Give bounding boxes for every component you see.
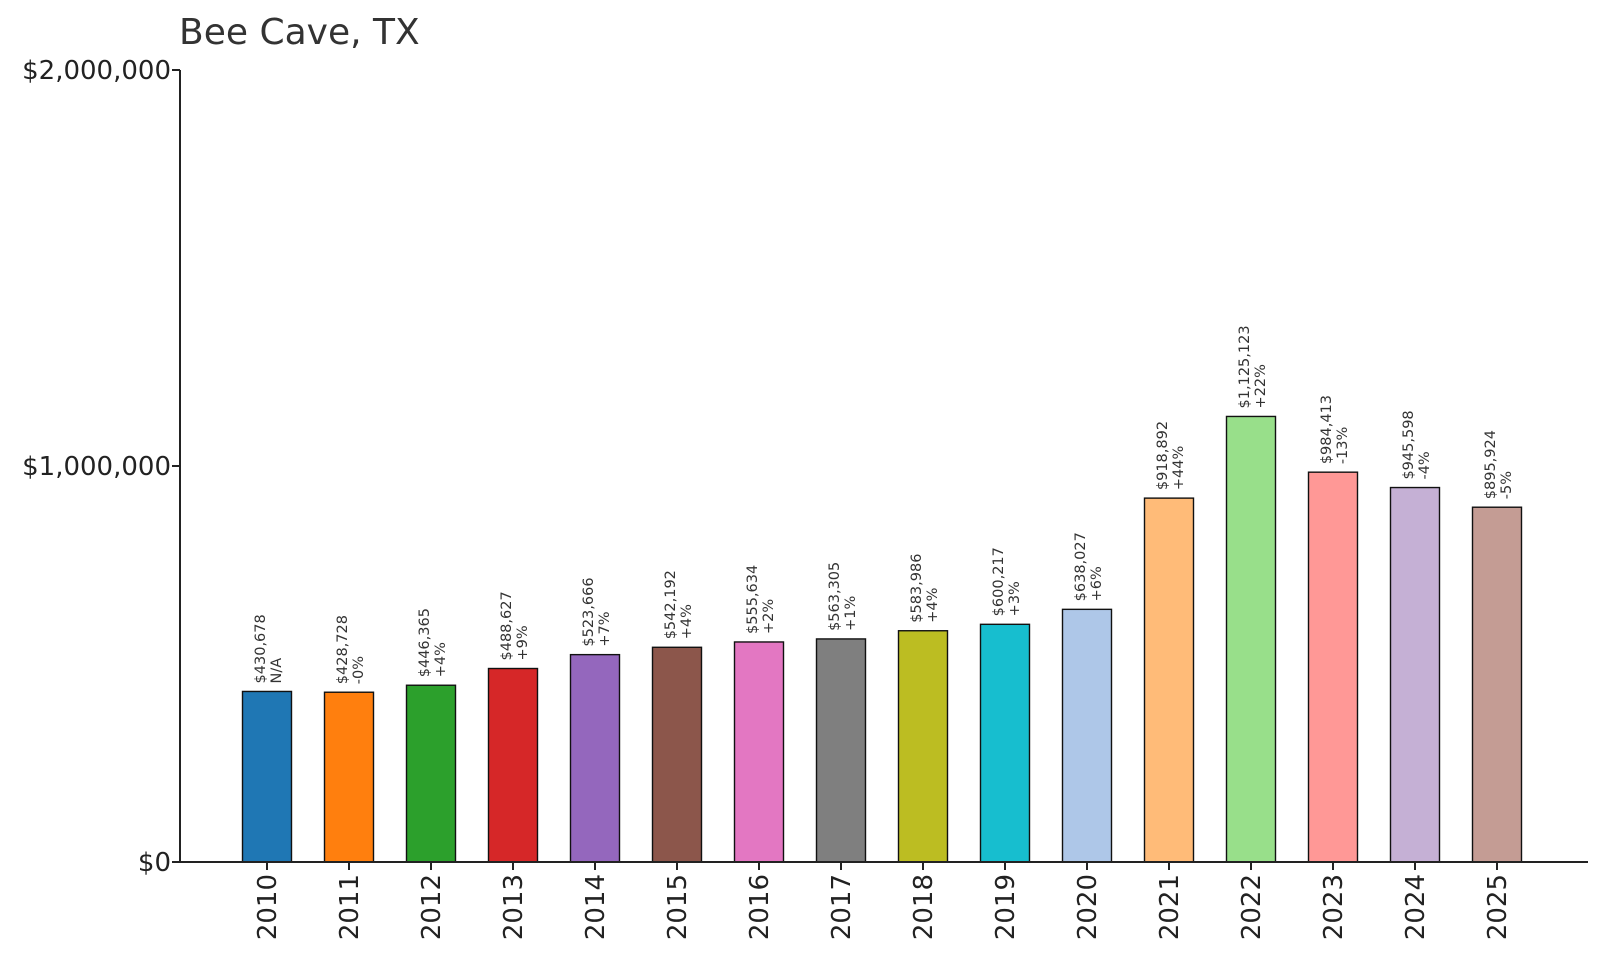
change-label: +2% (761, 599, 777, 634)
bar-2019 (979, 623, 1031, 863)
value-label: $984,413 (1319, 395, 1335, 464)
change-label: +7% (597, 611, 613, 646)
x-tick-label: 2021 (1155, 874, 1185, 940)
change-label: -4% (1417, 451, 1433, 479)
value-label: $555,634 (745, 565, 761, 634)
y-tick-label: $1,000,000 (22, 452, 171, 482)
change-label: +6% (1089, 566, 1105, 601)
change-label: +1% (843, 596, 859, 631)
bar-2013 (487, 667, 539, 863)
bar-2025 (1471, 506, 1523, 863)
change-label: +22% (1253, 364, 1269, 408)
value-label: $563,305 (827, 562, 843, 631)
value-label: $523,666 (581, 577, 597, 646)
change-label: N/A (269, 658, 285, 684)
x-tick-label: 2023 (1319, 874, 1349, 940)
change-label: +4% (925, 588, 941, 623)
change-label: -13% (1335, 427, 1351, 464)
bar-2016 (733, 641, 785, 863)
bar-2014 (569, 653, 621, 863)
x-tick-label: 2025 (1483, 874, 1513, 940)
bar-2015 (651, 646, 703, 863)
bar-2018 (897, 630, 949, 863)
x-tick-label: 2019 (991, 874, 1021, 940)
value-label: $542,192 (663, 570, 679, 639)
change-label: +4% (433, 642, 449, 677)
change-label: -5% (1499, 471, 1515, 499)
value-label: $918,892 (1155, 421, 1171, 490)
bar-2020 (1061, 608, 1113, 863)
bar-2024 (1389, 486, 1441, 863)
x-tick-label: 2012 (417, 874, 447, 940)
change-label: +9% (515, 625, 531, 660)
bar-2021 (1143, 497, 1195, 863)
change-label: -0% (351, 656, 367, 684)
bar-2011 (323, 691, 375, 863)
bar-2023 (1307, 471, 1359, 863)
y-axis: $0 $1,000,000 $2,000,000 (22, 56, 181, 878)
bar-2010 (241, 690, 293, 863)
bar-2022 (1225, 415, 1277, 863)
value-label: $428,728 (335, 615, 351, 684)
value-label: $638,027 (1073, 532, 1089, 601)
data-labels: $430,678 N/A $428,728 -0% $446,365 +4% $488,62… (253, 325, 1515, 684)
value-label: $1,125,123 (1237, 325, 1253, 408)
value-label: $600,217 (991, 547, 1007, 616)
x-tick-label: 2010 (253, 874, 283, 940)
x-axis: 2010 2011 2012 2013 2014 2015 2016 2017 2018 2019… (180, 861, 1588, 940)
chart-title: Bee Cave, TX (179, 12, 420, 53)
change-label: +4% (679, 604, 695, 639)
bars (241, 415, 1523, 863)
x-tick-label: 2018 (909, 874, 939, 940)
value-label: $945,598 (1401, 410, 1417, 479)
x-tick-label: 2014 (581, 874, 611, 940)
x-tick-label: 2024 (1401, 874, 1431, 940)
x-tick-label: 2020 (1073, 874, 1103, 940)
x-tick-label: 2015 (663, 874, 693, 940)
value-label: $446,365 (417, 608, 433, 677)
x-tick-label: 2011 (335, 874, 365, 940)
change-label: +3% (1007, 581, 1023, 616)
bar-2012 (405, 684, 457, 863)
x-tick-label: 2016 (745, 874, 775, 940)
x-tick-label: 2013 (499, 874, 529, 940)
bar-2017 (815, 638, 867, 863)
value-label: $895,924 (1483, 430, 1499, 499)
x-tick-label: 2017 (827, 874, 857, 940)
value-label: $583,986 (909, 554, 925, 623)
value-label: $430,678 (253, 614, 269, 683)
change-label: +44% (1171, 446, 1187, 490)
y-tick-label: $0 (138, 848, 171, 878)
x-tick-label: 2022 (1237, 874, 1267, 940)
value-label: $488,627 (499, 591, 515, 660)
y-tick-label: $2,000,000 (22, 56, 171, 86)
